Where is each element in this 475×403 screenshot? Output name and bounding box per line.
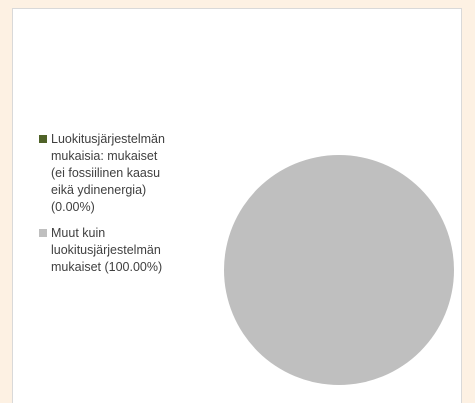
pie-chart <box>224 155 454 385</box>
legend-label-line: (ei fossiilinen kaasu <box>51 166 161 180</box>
legend-item-non-compliant: Muut kuin luokitusjärjestelmän mukaiset … <box>37 225 207 276</box>
legend-item-compliant: Luokitusjärjestelmän mukaisia: mukaiset … <box>37 131 207 216</box>
chart-area: Luokitusjärjestelmän mukaisia: mukaiset … <box>12 8 462 403</box>
pie-slice-1 <box>224 155 454 385</box>
legend-label-line: luokitusjärjestelmän <box>51 243 161 257</box>
legend-label-line: (0.00%) <box>51 200 95 214</box>
legend-label-line: Muut kuin <box>51 226 106 240</box>
legend-label-line: Luokitusjärjestelmän <box>51 132 165 146</box>
legend-swatch-compliant <box>39 135 47 143</box>
legend-label-line: eikä ydinenergia) <box>51 183 147 197</box>
legend-label-line: mukaisia: mukaiset <box>51 149 158 163</box>
chart-legend: Luokitusjärjestelmän mukaisia: mukaiset … <box>37 131 207 285</box>
legend-swatch-non-compliant <box>39 229 47 237</box>
pie-container <box>223 154 455 391</box>
legend-label-line: mukaiset (100.00%) <box>51 260 163 274</box>
